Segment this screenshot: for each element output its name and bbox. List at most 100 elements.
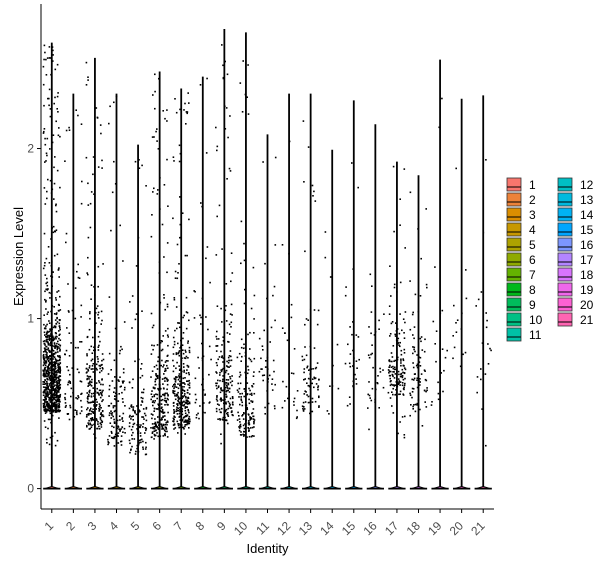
legend-label-20: 20 (580, 298, 594, 312)
point (309, 385, 311, 387)
point (97, 346, 100, 348)
point (243, 412, 245, 415)
point (49, 148, 51, 150)
point (43, 130, 45, 133)
point (47, 370, 50, 373)
point (121, 417, 124, 419)
point (181, 388, 184, 391)
point (412, 334, 414, 336)
point (111, 414, 113, 416)
point (296, 416, 298, 418)
point (56, 393, 58, 395)
point (216, 382, 218, 385)
point (45, 375, 48, 378)
point (403, 168, 406, 170)
point (53, 198, 55, 200)
point (288, 393, 290, 395)
point (163, 184, 166, 186)
point (157, 435, 159, 438)
point (182, 337, 184, 340)
point (49, 338, 52, 340)
point (183, 109, 185, 111)
point (57, 398, 59, 401)
point (57, 365, 60, 368)
point (241, 415, 243, 417)
point (216, 396, 218, 398)
point (90, 418, 93, 421)
point (462, 353, 464, 356)
point (77, 396, 80, 399)
point (44, 379, 47, 382)
point (223, 358, 226, 361)
point (188, 427, 190, 429)
point (220, 433, 222, 435)
point (49, 389, 51, 392)
point (305, 391, 307, 393)
point (111, 425, 113, 428)
point (252, 375, 255, 377)
point (174, 379, 177, 381)
point (207, 328, 209, 331)
point (411, 391, 414, 393)
point (166, 158, 168, 161)
point (398, 393, 400, 396)
point (57, 369, 59, 371)
point (156, 393, 159, 396)
point (413, 337, 415, 340)
point (306, 382, 308, 384)
point (145, 453, 148, 456)
point (119, 419, 121, 421)
point (438, 126, 440, 129)
point (230, 321, 233, 324)
point (157, 404, 160, 407)
point (242, 433, 244, 436)
point (158, 77, 160, 80)
point (178, 144, 181, 147)
point (262, 161, 264, 163)
point (178, 412, 181, 415)
point (188, 218, 190, 221)
point (231, 375, 233, 377)
point (305, 354, 308, 357)
point (156, 377, 159, 380)
point (47, 418, 50, 421)
point (46, 352, 48, 354)
point (116, 427, 119, 430)
point (167, 205, 169, 207)
point (59, 327, 61, 329)
point (160, 349, 163, 352)
point (87, 422, 89, 424)
point (96, 305, 99, 307)
point (122, 371, 125, 374)
point (80, 410, 83, 412)
point (49, 358, 51, 361)
point (49, 362, 51, 365)
point (156, 128, 158, 130)
point (54, 367, 57, 370)
point (157, 189, 159, 191)
point (174, 395, 176, 397)
point (131, 438, 133, 440)
point (185, 351, 187, 353)
point (349, 365, 352, 368)
point (266, 356, 269, 359)
point (46, 381, 48, 383)
point (230, 411, 233, 414)
point (182, 363, 185, 365)
point (52, 396, 54, 398)
point (186, 389, 189, 391)
point (349, 326, 351, 328)
point (154, 400, 156, 402)
point (90, 298, 92, 300)
point (99, 418, 102, 420)
point (49, 391, 52, 394)
point (92, 173, 94, 176)
point (222, 378, 224, 381)
point (140, 404, 142, 406)
point (50, 275, 52, 277)
point (172, 417, 175, 420)
point (239, 425, 241, 427)
point (219, 374, 221, 376)
point (203, 402, 205, 404)
legend-key-1 (506, 177, 522, 192)
